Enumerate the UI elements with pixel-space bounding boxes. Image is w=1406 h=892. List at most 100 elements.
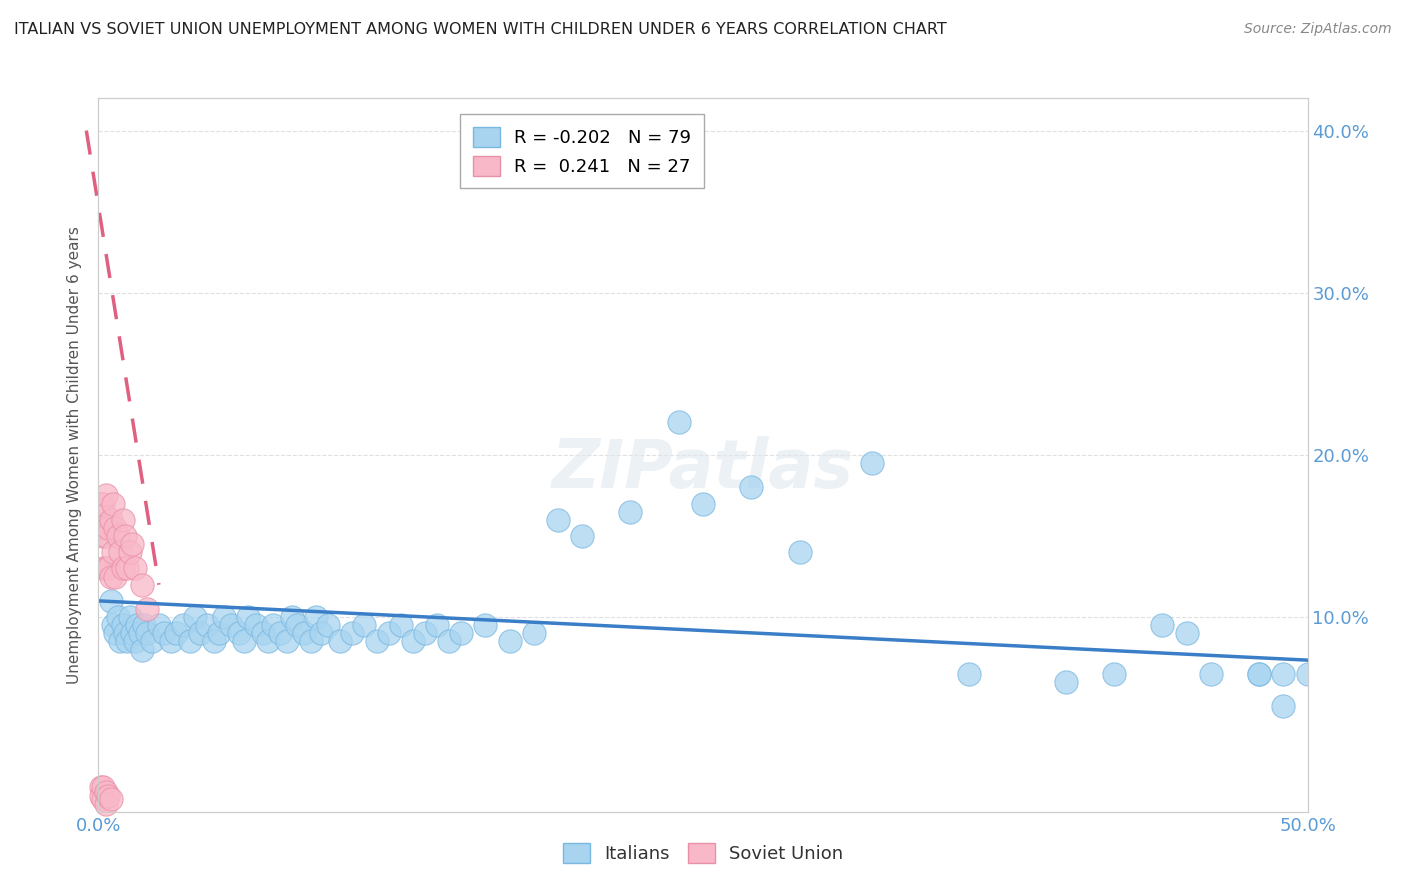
Point bbox=[94, 488, 117, 502]
Point bbox=[1152, 618, 1174, 632]
Text: Source: ZipAtlas.com: Source: ZipAtlas.com bbox=[1244, 22, 1392, 37]
Point bbox=[97, 789, 120, 803]
Point bbox=[91, 780, 114, 795]
Point bbox=[104, 626, 127, 640]
Point bbox=[316, 618, 339, 632]
Point bbox=[377, 626, 399, 640]
Text: ZIPatlas: ZIPatlas bbox=[553, 436, 853, 502]
Point bbox=[124, 561, 146, 575]
Point bbox=[107, 610, 129, 624]
Point bbox=[1249, 666, 1271, 681]
Point bbox=[523, 626, 546, 640]
Point bbox=[212, 610, 235, 624]
Point bbox=[252, 626, 274, 640]
Point bbox=[111, 561, 134, 575]
Point bbox=[353, 618, 375, 632]
Point bbox=[108, 545, 131, 559]
Point bbox=[184, 610, 207, 624]
Point bbox=[285, 618, 308, 632]
Point bbox=[860, 456, 883, 470]
Point bbox=[90, 497, 112, 511]
Point bbox=[389, 618, 412, 632]
Point bbox=[232, 634, 254, 648]
Point bbox=[124, 634, 146, 648]
Point bbox=[152, 626, 174, 640]
Point bbox=[692, 497, 714, 511]
Text: ITALIAN VS SOVIET UNION UNEMPLOYMENT AMONG WOMEN WITH CHILDREN UNDER 6 YEARS COR: ITALIAN VS SOVIET UNION UNEMPLOYMENT AMO… bbox=[14, 22, 946, 37]
Point bbox=[114, 529, 136, 543]
Point bbox=[90, 780, 112, 795]
Point bbox=[135, 626, 157, 640]
Point bbox=[121, 537, 143, 551]
Point bbox=[221, 618, 243, 632]
Point bbox=[91, 561, 114, 575]
Point bbox=[101, 545, 124, 559]
Point bbox=[131, 577, 153, 591]
Point bbox=[114, 626, 136, 640]
Point bbox=[309, 626, 332, 640]
Point bbox=[118, 545, 141, 559]
Point bbox=[402, 634, 425, 648]
Point bbox=[141, 634, 163, 648]
Point bbox=[165, 626, 187, 640]
Point bbox=[91, 529, 114, 543]
Point bbox=[94, 785, 117, 799]
Point bbox=[1272, 699, 1295, 714]
Point bbox=[299, 634, 322, 648]
Point bbox=[1054, 675, 1077, 690]
Point bbox=[1249, 666, 1271, 681]
Point bbox=[426, 618, 449, 632]
Point bbox=[108, 634, 131, 648]
Point bbox=[100, 791, 122, 805]
Point bbox=[128, 626, 150, 640]
Point bbox=[1175, 626, 1198, 640]
Point bbox=[104, 521, 127, 535]
Point bbox=[91, 497, 114, 511]
Point bbox=[204, 634, 226, 648]
Point bbox=[366, 634, 388, 648]
Point bbox=[91, 791, 114, 805]
Point bbox=[208, 626, 231, 640]
Point bbox=[437, 634, 460, 648]
Point bbox=[101, 497, 124, 511]
Point bbox=[413, 626, 436, 640]
Point bbox=[547, 513, 569, 527]
Point bbox=[245, 618, 267, 632]
Point bbox=[121, 626, 143, 640]
Point bbox=[90, 521, 112, 535]
Point bbox=[276, 634, 298, 648]
Point bbox=[329, 634, 352, 648]
Point bbox=[619, 505, 641, 519]
Point bbox=[256, 634, 278, 648]
Point bbox=[172, 618, 194, 632]
Point bbox=[148, 618, 170, 632]
Point bbox=[342, 626, 364, 640]
Point bbox=[292, 626, 315, 640]
Point bbox=[957, 666, 980, 681]
Point bbox=[668, 416, 690, 430]
Point bbox=[127, 618, 149, 632]
Point bbox=[94, 797, 117, 811]
Point bbox=[1102, 666, 1125, 681]
Point bbox=[195, 618, 218, 632]
Point bbox=[100, 594, 122, 608]
Point bbox=[135, 602, 157, 616]
Point bbox=[179, 634, 201, 648]
Point bbox=[117, 634, 139, 648]
Point bbox=[94, 561, 117, 575]
Point bbox=[94, 529, 117, 543]
Legend: Italians, Soviet Union: Italians, Soviet Union bbox=[551, 832, 855, 874]
Point bbox=[117, 561, 139, 575]
Point bbox=[90, 789, 112, 803]
Y-axis label: Unemployment Among Women with Children Under 6 years: Unemployment Among Women with Children U… bbox=[67, 226, 83, 684]
Point bbox=[238, 610, 260, 624]
Point bbox=[118, 610, 141, 624]
Point bbox=[104, 569, 127, 583]
Point bbox=[97, 521, 120, 535]
Point bbox=[474, 618, 496, 632]
Point bbox=[1272, 666, 1295, 681]
Point bbox=[134, 618, 156, 632]
Point bbox=[100, 513, 122, 527]
Point bbox=[1296, 666, 1319, 681]
Point bbox=[305, 610, 328, 624]
